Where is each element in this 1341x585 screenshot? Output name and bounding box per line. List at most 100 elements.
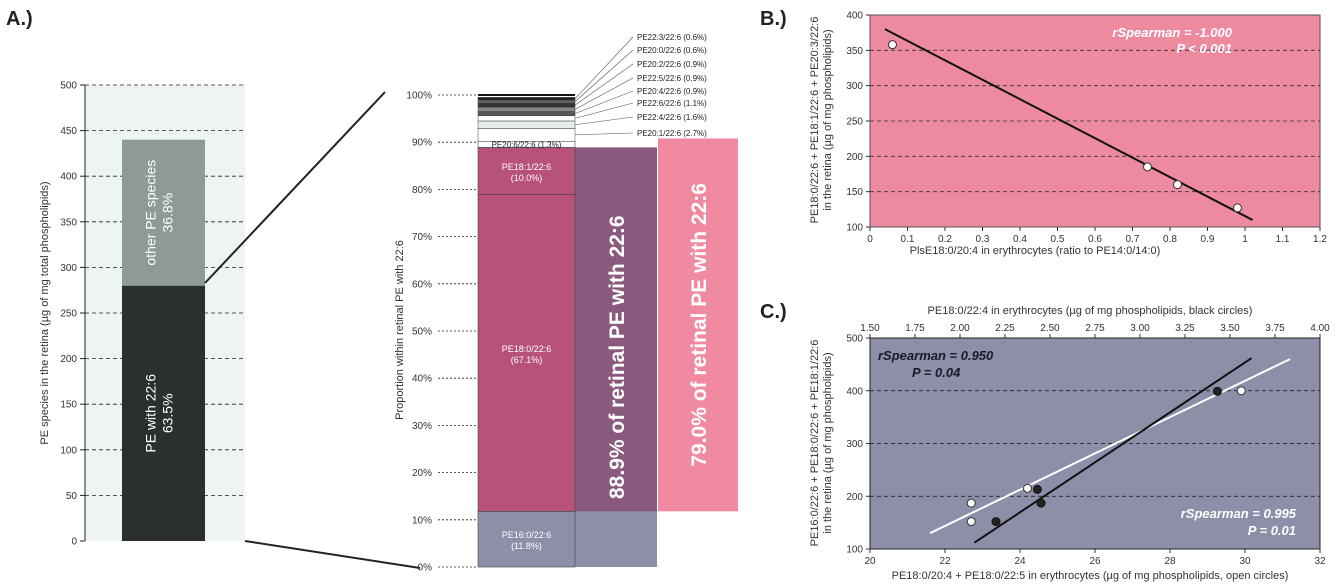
a-right-small-segment-7 <box>477 97 576 101</box>
a-right-tick-label: 50% <box>412 327 432 338</box>
b-x-tick-label: 1.2 <box>1313 234 1327 245</box>
a-right-bars: PE16:0/22:6(11.8%) PE18:0/22:6(67.1%) PE18… <box>477 140 576 568</box>
panel-c-chart: 20 22 24 26 28 30 32 1.50 1.75 2.00 2.25 2.50 2.75 3… <box>809 305 1330 582</box>
a-right-overlay-0 <box>575 147 657 567</box>
a-right-overlay-label-1: 79.0% of retinal PE with 22:6 <box>688 183 711 467</box>
a-left-tick-label: 150 <box>60 400 77 411</box>
c-x2-tick-label: 2.50 <box>1040 323 1060 334</box>
b-x-tick-label: 1.1 <box>1276 234 1290 245</box>
a-right-small-label-7: PE22:3/22:6 (0.6%) <box>637 33 707 42</box>
c-regression-open <box>929 358 1291 535</box>
a-right-tick-label: 10% <box>412 515 432 526</box>
c-open-point <box>1023 483 1032 493</box>
b-x-tick-label: 0.4 <box>1013 234 1027 245</box>
a-right-segment-pct-2: (10.0%) <box>511 173 543 183</box>
panel-label-a: A.) <box>6 8 33 30</box>
c-regression-black <box>973 357 1253 544</box>
a-right-overlays: 88.9% of retinal PE with 22:6 79.0% of re… <box>575 138 738 567</box>
c-x2-tick-label: 2.25 <box>995 323 1015 334</box>
a-right-small-segment-1 <box>477 120 576 129</box>
c-y-tick-label: 500 <box>846 334 863 345</box>
b-x-tick-label: 0.9 <box>1201 234 1215 245</box>
c-x2-axis-title: PE18:0/22:4 in erythrocytes (µg of mg ph… <box>928 305 1253 317</box>
a-right-small-segment-4 <box>477 107 576 112</box>
a-left-tick-label: 250 <box>60 309 77 320</box>
b-data-point <box>1173 180 1182 190</box>
panel-b-chart: 0 0.1 0.2 0.3 0.4 0.5 0.6 0.7 0.8 0.9 1 1.1 1.2 1001… <box>809 11 1327 258</box>
c-open-point <box>966 498 976 508</box>
a-right-segment-label-0: PE16:0/22:6 <box>502 530 552 540</box>
c-x-tick-label: 28 <box>1164 556 1176 567</box>
c-x2-tick-label: 2.00 <box>950 323 970 334</box>
a-left-bars <box>122 139 205 541</box>
connector-bottom <box>244 540 421 569</box>
c-stat-black-spearman: rSpearman = 0.950 <box>878 348 994 363</box>
b-x-tick-label: 0.6 <box>1088 234 1102 245</box>
b-y-tick-label: 250 <box>846 117 863 128</box>
b-y-ticks: 100 150 200 250 300 350 400 <box>846 11 870 234</box>
b-stat-p: P < 0.001 <box>1176 41 1232 56</box>
a-left-bar-segment-0 <box>122 285 205 541</box>
a-right-leader-line-2 <box>574 102 634 119</box>
b-data-point <box>1143 162 1152 172</box>
c-black-point <box>1212 386 1222 396</box>
a-left-bar-label-other: other PE species <box>143 160 159 266</box>
a-right-small-label-5: PE20:2/22:6 (0.9%) <box>637 60 707 69</box>
a-right-small-segment-5 <box>477 102 576 108</box>
c-y-tick-label: 200 <box>846 492 863 503</box>
a-left-tick-label: 450 <box>60 126 77 137</box>
c-y-ticks: 100 200 300 400 500 <box>846 334 870 556</box>
b-stat-spearman: rSpearman = -1.000 <box>1112 25 1232 40</box>
c-x-tick-label: 22 <box>939 556 951 567</box>
c-x-tick-label: 32 <box>1314 556 1326 567</box>
connector-top <box>204 91 386 284</box>
c-x2-tick-label: 3.25 <box>1175 323 1195 334</box>
a-right-leader-line-0 <box>574 132 634 136</box>
c-stat-open-spearman: rSpearman = 0.995 <box>1181 506 1297 521</box>
a-left-tick-label: 100 <box>60 445 77 456</box>
a-right-small-label-1: PE22:4/22:6 (1.6%) <box>637 113 707 122</box>
a-right-small-label-6: PE20:0/22:6 (0.6%) <box>637 46 707 55</box>
c-x-tick-label: 20 <box>864 556 876 567</box>
c-x-ticks: 20 22 24 26 28 30 32 <box>864 549 1326 567</box>
a-right-y-axis-title: Proportion within retinal PE with 22:6 <box>394 240 406 420</box>
a-right-tick-label: 70% <box>412 232 432 243</box>
panel-a-left-chart: 0 50 100 150 200 250 300 350 400 450 500 PE specie… <box>39 81 245 548</box>
a-left-tick-label: 50 <box>66 491 78 502</box>
b-y-tick-label: 350 <box>846 46 863 57</box>
c-open-point <box>1236 386 1246 396</box>
b-y-tick-label: 100 <box>846 223 863 234</box>
a-right-small-segment-2 <box>477 115 576 122</box>
a-left-bar-pct-other: 36.8% <box>160 193 176 233</box>
b-x-tick-label: 1 <box>1242 234 1248 245</box>
a-right-small-segment-0 <box>477 128 576 142</box>
c-x2-ticks: 1.50 1.75 2.00 2.25 2.50 2.75 3.00 3.25 3.50 3.75… <box>860 323 1330 338</box>
a-right-y-ticks: 0% 10% 20% 30% 40% 50% 60% 70% 80% 90% 100% <box>406 91 432 574</box>
b-x-tick-label: 0 <box>867 234 873 245</box>
c-y-tick-label: 100 <box>846 545 863 556</box>
a-right-tick-label: 80% <box>412 185 432 196</box>
a-right-segment-label-3: PE20:6/22:6 (1.3%) <box>492 140 562 149</box>
a-right-leader-line-4 <box>574 77 634 110</box>
c-open-point <box>966 517 976 527</box>
a-right-leader-line-5 <box>574 63 634 106</box>
b-y-axis-title-line2: in the retina (µg of mg phospholipids) <box>822 29 834 210</box>
a-right-tick-label: 60% <box>412 279 432 290</box>
panel-a-right-chart: 88.9% of retinal PE with 22:6 79.0% of re… <box>394 33 738 574</box>
a-right-segment-label-1: PE18:0/22:6 <box>502 344 552 354</box>
a-right-segment-0 <box>477 511 576 568</box>
b-y-tick-label: 400 <box>846 11 863 22</box>
c-x2-tick-label: 4.00 <box>1310 323 1330 334</box>
b-y-tick-label: 300 <box>846 81 863 92</box>
a-right-small-label-0: PE20:1/22:6 (2.7%) <box>637 129 707 138</box>
a-right-leader-line-3 <box>574 90 634 114</box>
a-left-tick-label: 200 <box>60 354 77 365</box>
a-right-segment-pct-0: (11.8%) <box>511 541 542 551</box>
c-y-tick-label: 300 <box>846 439 863 450</box>
c-x2-tick-label: 1.50 <box>860 323 880 334</box>
b-data-point <box>888 40 897 50</box>
a-right-segment-label-2: PE18:1/22:6 <box>502 162 552 172</box>
c-black-point <box>991 517 1001 527</box>
c-x-tick-label: 30 <box>1239 556 1251 567</box>
a-left-bar-segment-1 <box>122 139 205 286</box>
